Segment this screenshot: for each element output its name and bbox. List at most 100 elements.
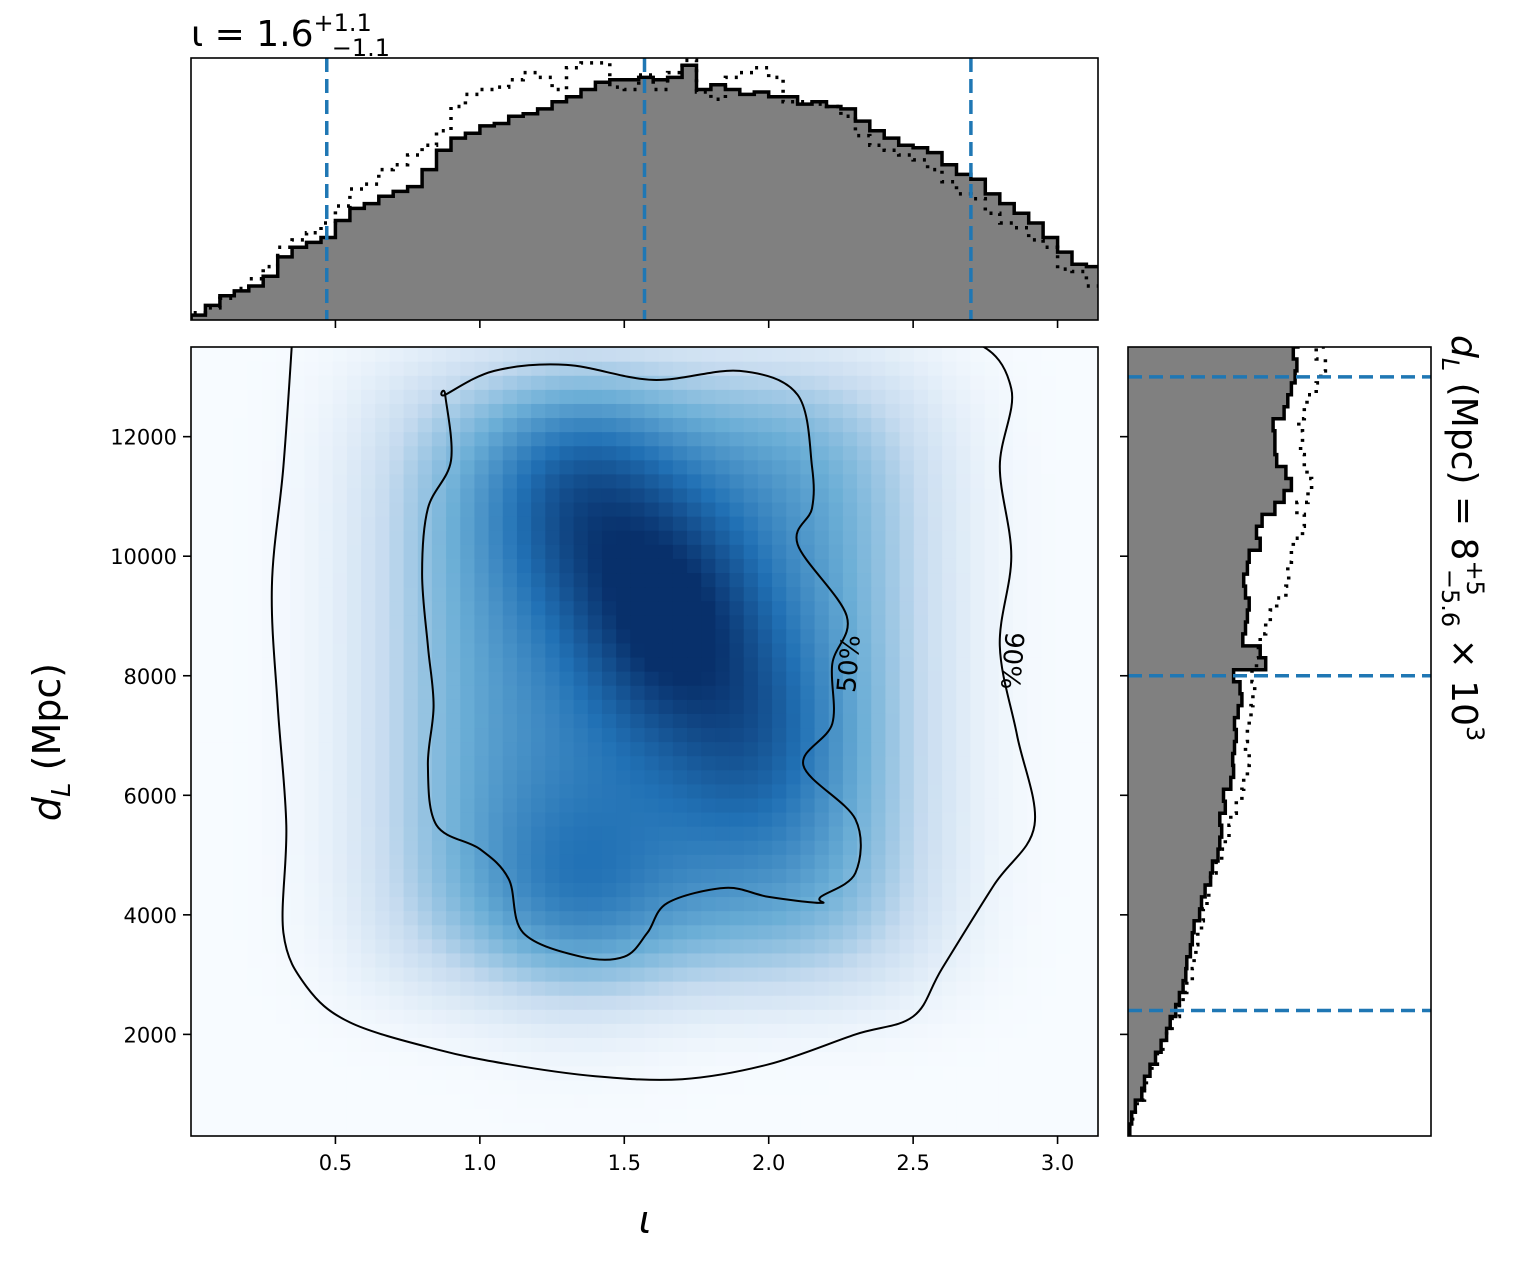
heatmap-cell bbox=[616, 347, 631, 362]
heatmap-cell bbox=[715, 966, 731, 982]
heatmap-cell bbox=[800, 361, 816, 376]
heatmap-cell bbox=[389, 628, 405, 644]
heatmap-cell bbox=[332, 868, 348, 883]
heatmap-cell bbox=[261, 966, 277, 982]
heatmap-cell bbox=[1012, 473, 1028, 489]
heatmap-cell bbox=[276, 1107, 291, 1123]
heatmap-cell bbox=[261, 741, 277, 757]
heatmap-cell bbox=[361, 530, 376, 545]
heatmap-cell bbox=[630, 896, 646, 912]
heatmap-cell bbox=[1027, 431, 1042, 447]
heatmap-cell bbox=[927, 713, 943, 729]
heatmap-cell bbox=[389, 671, 405, 686]
heatmap-cell bbox=[361, 487, 376, 503]
heatmap-cell bbox=[389, 516, 405, 531]
heatmap-cell bbox=[630, 966, 646, 982]
heatmap-cell bbox=[1012, 811, 1028, 827]
heatmap-cell bbox=[913, 1093, 929, 1109]
heatmap-cell bbox=[616, 586, 631, 602]
heatmap-cell bbox=[205, 952, 220, 968]
heatmap-cell bbox=[545, 389, 561, 404]
heatmap-cell bbox=[899, 741, 915, 757]
heatmap-cell bbox=[1083, 896, 1098, 912]
heatmap-cell bbox=[247, 966, 263, 982]
heatmap-cell bbox=[885, 516, 901, 531]
heatmap-cell bbox=[630, 741, 646, 757]
heatmap-cell bbox=[219, 361, 235, 376]
heatmap-cell bbox=[743, 656, 759, 672]
heatmap-cell bbox=[304, 558, 320, 574]
heatmap-cell bbox=[545, 826, 561, 841]
heatmap-cell bbox=[885, 417, 901, 433]
heatmap-cell bbox=[290, 347, 305, 362]
heatmap-cell bbox=[601, 389, 617, 404]
heatmap-cell bbox=[658, 403, 674, 419]
heatmap-cell bbox=[814, 1023, 830, 1038]
heatmap-cell bbox=[290, 473, 305, 489]
heatmap-cell bbox=[474, 501, 490, 517]
heatmap-cell bbox=[942, 361, 957, 376]
heatmap-cell bbox=[304, 713, 320, 729]
x-tick-label: 2.0 bbox=[752, 1151, 785, 1175]
heatmap-cell bbox=[233, 868, 249, 883]
heatmap-cell bbox=[502, 614, 518, 630]
heatmap-cell bbox=[1027, 530, 1042, 545]
heatmap-cell bbox=[1055, 628, 1071, 644]
heatmap-cell bbox=[729, 685, 745, 700]
heatmap-cell bbox=[828, 572, 844, 588]
heatmap-cell bbox=[205, 797, 220, 813]
heatmap-cell bbox=[800, 431, 816, 447]
heatmap-cell bbox=[361, 685, 376, 700]
heatmap-cell bbox=[743, 995, 759, 1010]
heatmap-cell bbox=[658, 1121, 674, 1136]
heatmap-cell bbox=[616, 713, 631, 729]
heatmap-cell bbox=[970, 375, 986, 390]
heatmap-cell bbox=[545, 431, 561, 447]
heatmap-cell bbox=[559, 614, 575, 630]
heatmap-cell bbox=[701, 910, 716, 926]
heatmap-cell bbox=[361, 656, 376, 672]
heatmap-cell bbox=[446, 797, 461, 813]
heatmap-cell bbox=[290, 1037, 305, 1053]
heatmap-cell bbox=[729, 1093, 745, 1109]
heatmap-cell bbox=[927, 375, 943, 390]
heatmap-cell bbox=[318, 910, 334, 926]
heatmap-cell bbox=[446, 445, 461, 461]
heatmap-cell bbox=[389, 417, 405, 433]
heatmap-cell bbox=[942, 614, 957, 630]
heatmap-cell bbox=[375, 741, 390, 757]
heatmap-cell bbox=[332, 473, 348, 489]
heatmap-cell bbox=[828, 1023, 844, 1038]
heatmap-cell bbox=[346, 544, 362, 559]
heatmap-cell bbox=[842, 854, 858, 869]
heatmap-cell bbox=[474, 487, 490, 503]
heatmap-cell bbox=[942, 981, 957, 996]
heatmap-cell bbox=[743, 685, 759, 700]
heatmap-cell bbox=[757, 981, 773, 996]
heatmap-cell bbox=[956, 459, 972, 475]
heatmap-cell bbox=[431, 614, 447, 630]
heatmap-cell bbox=[375, 572, 390, 588]
heatmap-cell bbox=[191, 530, 206, 545]
heatmap-cell bbox=[800, 797, 816, 813]
heatmap-cell bbox=[488, 699, 504, 714]
heatmap-cell bbox=[276, 1037, 291, 1053]
heatmap-cell bbox=[1083, 995, 1098, 1010]
heatmap-cell bbox=[531, 910, 546, 926]
heatmap-cell bbox=[460, 854, 476, 869]
heatmap-cell bbox=[219, 727, 235, 743]
heatmap-cell bbox=[984, 783, 1000, 799]
heatmap-cell bbox=[970, 389, 986, 404]
heatmap-cell bbox=[1069, 642, 1085, 658]
heatmap-cell bbox=[219, 1051, 235, 1067]
heatmap-cell bbox=[488, 445, 504, 461]
heatmap-cell bbox=[516, 727, 532, 743]
heatmap-cell bbox=[842, 417, 858, 433]
heatmap-cell bbox=[601, 586, 617, 602]
heatmap-cell bbox=[261, 1093, 277, 1109]
heatmap-cell bbox=[715, 938, 731, 954]
heatmap-cell bbox=[389, 854, 405, 869]
heatmap-cell bbox=[970, 727, 986, 743]
heatmap-cell bbox=[715, 361, 731, 376]
heatmap-cell bbox=[205, 1093, 220, 1109]
